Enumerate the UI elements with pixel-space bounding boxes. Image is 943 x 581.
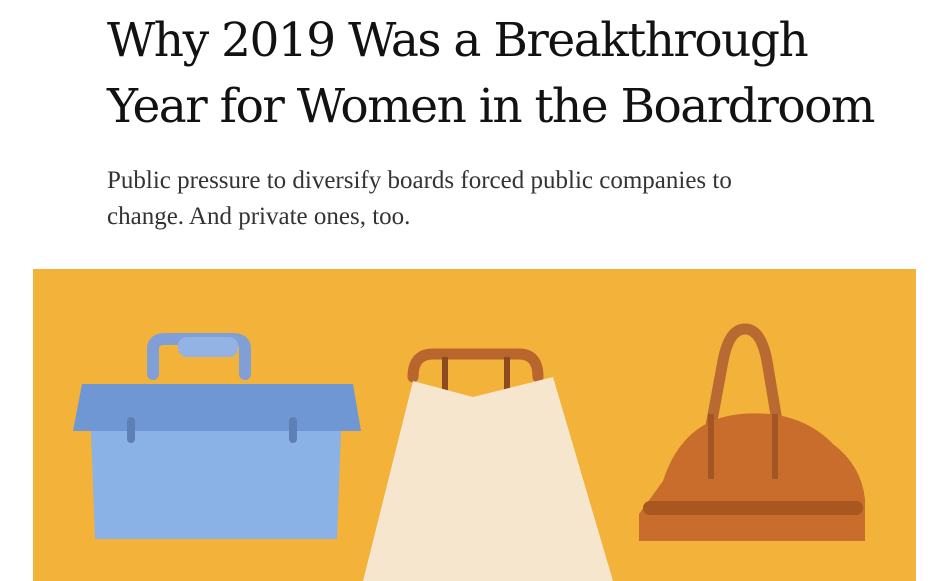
summary-line-1: Public pressure to diversify boards forc… [107, 167, 732, 194]
summary-line-2: change. And private ones, too. [107, 203, 411, 230]
headline-line-2: Year for Women in the Boardroom [107, 79, 875, 134]
purse-icon [639, 323, 865, 541]
headline-line-1: Why 2019 Was a Breakthrough [107, 13, 809, 68]
headline: Why 2019 Was a Breakthrough Year for Wom… [107, 8, 927, 140]
article-summary: Public pressure to diversify boards forc… [107, 163, 907, 235]
bags-illustration [73, 323, 865, 581]
tote-bag-icon [363, 348, 613, 581]
lead-illustration [33, 269, 916, 581]
briefcase-icon [73, 333, 361, 539]
